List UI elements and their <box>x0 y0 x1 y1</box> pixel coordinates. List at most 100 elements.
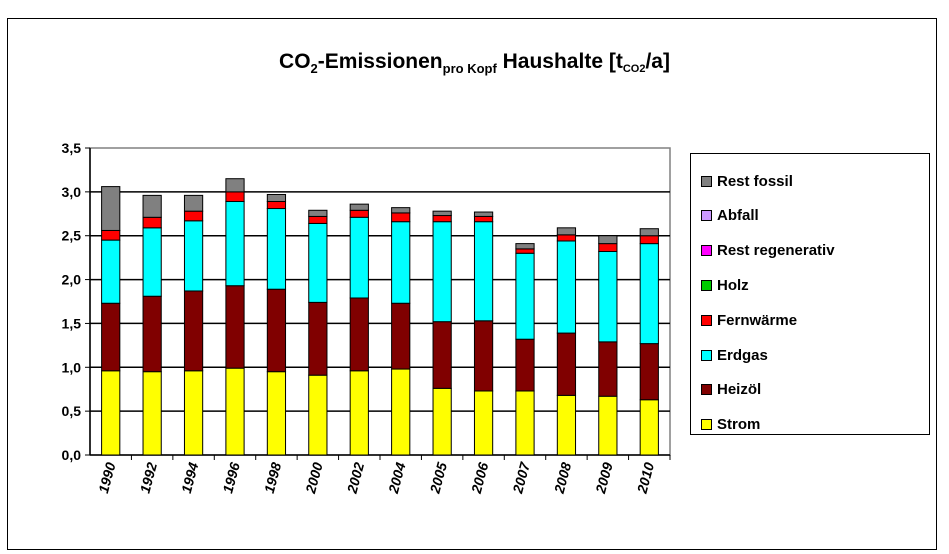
bar-segment <box>598 243 618 253</box>
x-tick-label: 2005 <box>426 460 450 495</box>
bar-segment <box>349 203 369 211</box>
y-tick-label: 3,5 <box>62 140 82 156</box>
bar-segment <box>266 371 287 456</box>
y-tick-label: 2,0 <box>62 272 82 288</box>
bar-segment <box>225 178 245 193</box>
x-tick-label: 2009 <box>592 460 616 495</box>
x-tick-label: 1992 <box>137 460 161 494</box>
x-tick-label: 2007 <box>509 459 533 495</box>
bar-segment <box>432 387 452 456</box>
bar-segment <box>556 332 577 396</box>
legend-item: Holz <box>701 276 749 294</box>
legend-swatch <box>701 314 712 326</box>
legend-swatch <box>701 175 712 187</box>
y-tick-label: 1,0 <box>62 359 82 375</box>
x-tick-label: 2002 <box>343 460 367 495</box>
bar-segment <box>349 370 369 456</box>
x-tick-label: 2006 <box>468 460 492 495</box>
legend-swatch <box>701 419 712 431</box>
bar-segment <box>266 208 287 290</box>
bar-segment <box>598 395 618 456</box>
x-tick-label: 2004 <box>385 460 409 495</box>
legend-item: Strom <box>701 416 760 434</box>
legend-label: Rest fossil <box>717 172 793 190</box>
bar-segment <box>473 215 494 223</box>
bar-segment <box>225 201 245 287</box>
title-part: /a] <box>645 50 670 73</box>
legend-label: Erdgas <box>717 346 768 364</box>
bar-segment <box>142 295 162 373</box>
title-subscript: 2 <box>310 61 318 76</box>
bar-segment <box>473 221 494 322</box>
bar-segment <box>349 297 369 372</box>
legend-swatch <box>701 245 712 257</box>
bar-segment <box>391 368 411 456</box>
legend-swatch <box>701 210 712 222</box>
bar-segment <box>308 209 328 217</box>
bar-segment <box>515 248 535 254</box>
bar-segment <box>515 243 535 250</box>
bar-segment <box>432 215 452 223</box>
bar-segment <box>432 321 452 389</box>
bar-segment <box>598 251 618 343</box>
bar-segment <box>639 343 659 401</box>
bar-segment <box>142 194 162 218</box>
title-subscript: pro Kopf <box>442 61 497 76</box>
bar-segment <box>432 221 452 323</box>
legend-label: Strom <box>717 416 761 434</box>
legend-label: Holz <box>717 276 749 294</box>
legend-item: Abfall <box>701 207 759 225</box>
x-tick-label: 1990 <box>95 460 119 494</box>
bar-segment <box>101 370 121 456</box>
bar-segment <box>556 394 577 456</box>
legend-label: Rest regenerativ <box>717 242 835 260</box>
y-tick-label: 2,5 <box>62 228 82 244</box>
legend-item: Rest regenerativ <box>701 242 835 260</box>
x-tick-label: 1996 <box>219 460 243 494</box>
bar-segment <box>432 210 452 217</box>
bar-segment <box>266 193 287 203</box>
bar-segment <box>101 239 121 304</box>
bar-segment <box>391 302 411 370</box>
y-tick-label: 0,0 <box>62 447 82 463</box>
bar-segment <box>142 371 162 456</box>
legend-swatch <box>701 349 712 361</box>
title-part: CO <box>279 50 311 73</box>
legend-item: Fernwärme <box>701 311 797 329</box>
bar-segment <box>473 390 494 456</box>
bar-segment <box>515 338 535 392</box>
bar-segment <box>308 301 328 376</box>
legend: Rest fossil Abfall Rest regenerativ Holz Fer… <box>690 153 930 435</box>
bar-segment <box>639 243 659 345</box>
bar-segment <box>225 367 245 456</box>
legend-item: Heizöl <box>701 381 761 399</box>
bar-segment <box>101 302 121 372</box>
bar-segment <box>101 229 121 241</box>
x-tick-label: 1994 <box>178 460 202 494</box>
bar-segment <box>308 215 328 224</box>
bar-segment <box>308 374 328 456</box>
bar-segment <box>473 320 494 392</box>
title-part: Haushalte [t <box>496 50 623 73</box>
bar-segment <box>183 370 204 456</box>
chart-title: CO2-Emissionenpro Kopf Haushalte [tCO2/a… <box>0 50 949 76</box>
bar-segment <box>142 227 162 297</box>
bar-segment <box>225 191 245 203</box>
bar-segment <box>266 201 287 210</box>
legend-swatch <box>701 384 712 396</box>
bar-segment <box>639 399 659 456</box>
bar-segment <box>183 194 204 212</box>
bar-segment <box>391 221 411 304</box>
bar-segment <box>225 285 245 369</box>
bar-segment <box>598 341 618 397</box>
legend-swatch <box>701 279 712 291</box>
legend-label: Fernwärme <box>717 311 798 329</box>
title-part: -Emissionen <box>317 50 443 73</box>
bar-segment <box>349 216 369 299</box>
title-subscript: CO2 <box>622 63 646 75</box>
bar-segment <box>598 235 618 245</box>
bar-segment <box>391 212 411 223</box>
x-tick-label: 1998 <box>261 460 285 494</box>
bar-segment <box>266 288 287 373</box>
